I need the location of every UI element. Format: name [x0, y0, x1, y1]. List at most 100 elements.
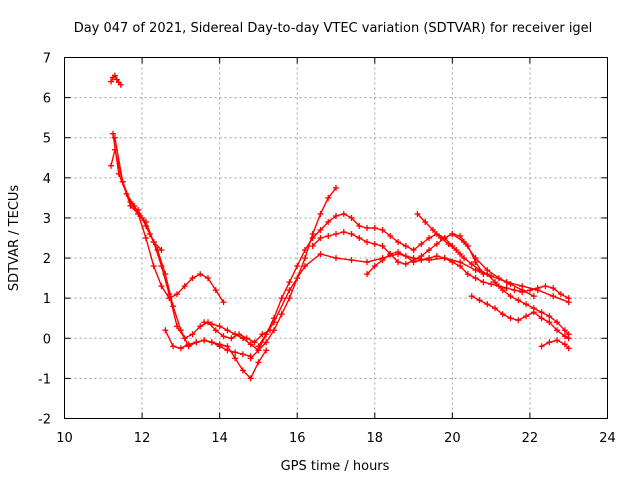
data-point — [220, 299, 227, 306]
data-point — [565, 295, 572, 302]
data-point — [507, 315, 514, 322]
series-track-9 — [255, 251, 572, 350]
y-tick-label: 4 — [43, 172, 51, 187]
data-point — [239, 351, 246, 358]
data-point — [325, 232, 332, 239]
series-track-1 — [108, 72, 124, 88]
series-track-14 — [449, 230, 537, 300]
data-point — [317, 226, 324, 233]
series-line — [249, 213, 461, 359]
data-point — [379, 243, 386, 250]
data-point — [228, 335, 235, 342]
data-point — [538, 309, 545, 316]
data-point — [333, 212, 339, 219]
data-point — [162, 327, 169, 334]
data-point — [414, 210, 421, 217]
data-point — [538, 343, 545, 350]
data-point — [515, 317, 522, 324]
data-point — [247, 355, 254, 362]
data-point — [212, 287, 219, 294]
data-point — [484, 267, 491, 274]
data-point — [333, 255, 339, 262]
data-point — [457, 263, 464, 270]
data-point — [387, 251, 394, 258]
series-track-13 — [468, 293, 572, 342]
data-point — [426, 235, 433, 241]
series-line — [471, 295, 570, 339]
x-tick-label: 24 — [599, 431, 616, 446]
data-point — [317, 210, 324, 217]
data-point — [239, 335, 246, 342]
data-point — [170, 343, 177, 350]
series-track-5 — [135, 206, 165, 254]
data-point — [212, 327, 219, 334]
data-point — [480, 279, 487, 286]
data-point — [348, 257, 355, 264]
data-point — [523, 301, 530, 308]
data-point — [263, 347, 270, 354]
data-point — [278, 295, 285, 302]
data-point — [457, 232, 464, 239]
data-point — [356, 235, 363, 241]
data-point — [301, 255, 308, 262]
data-point — [119, 178, 126, 185]
data-point — [251, 339, 258, 346]
chart-title: Day 047 of 2021, Sidereal Day-to-day VTE… — [74, 21, 593, 36]
data-point — [270, 319, 277, 326]
data-point — [484, 301, 491, 308]
data-point — [519, 287, 526, 294]
x-tick-label: 14 — [211, 431, 228, 446]
data-point — [379, 226, 386, 233]
series-track-11 — [364, 249, 572, 302]
data-point — [402, 261, 409, 268]
series-line — [112, 132, 267, 380]
data-point — [460, 255, 467, 262]
data-point — [205, 275, 212, 282]
data-point — [460, 239, 467, 246]
data-point — [453, 247, 460, 254]
data-point — [554, 327, 561, 334]
data-point — [216, 323, 223, 330]
data-point — [530, 309, 537, 316]
data-point — [301, 263, 308, 270]
data-point — [402, 253, 409, 260]
data-point — [135, 206, 142, 213]
data-point — [309, 243, 316, 250]
series-line — [137, 209, 163, 251]
series-line — [451, 233, 535, 297]
data-point — [410, 259, 417, 266]
y-tick-label: 3 — [43, 212, 51, 227]
data-point — [395, 249, 402, 256]
data-point — [530, 293, 537, 300]
data-point — [201, 319, 208, 326]
data-point — [507, 281, 514, 288]
data-point — [150, 239, 157, 246]
data-point — [127, 198, 134, 205]
data-point — [224, 327, 231, 334]
y-tick-label: 7 — [43, 52, 51, 67]
data-point — [371, 263, 378, 270]
data-point — [108, 162, 115, 169]
data-point — [232, 355, 239, 362]
data-point — [189, 275, 196, 282]
data-point — [565, 335, 572, 342]
data-point — [278, 311, 285, 318]
data-point — [111, 72, 118, 79]
data-point — [333, 184, 339, 191]
data-point — [542, 283, 549, 290]
data-point — [216, 343, 223, 350]
series-track-6 — [162, 327, 254, 360]
data-point — [158, 247, 165, 254]
data-point — [468, 261, 475, 268]
data-point — [464, 271, 471, 278]
series-track-12 — [414, 210, 572, 338]
data-point — [550, 285, 557, 292]
series-line — [114, 136, 271, 343]
data-point — [325, 218, 332, 225]
data-point — [379, 257, 386, 264]
data-point — [371, 224, 378, 231]
y-tick-label: 5 — [43, 132, 51, 147]
data-point — [364, 224, 371, 231]
data-point — [111, 134, 118, 141]
